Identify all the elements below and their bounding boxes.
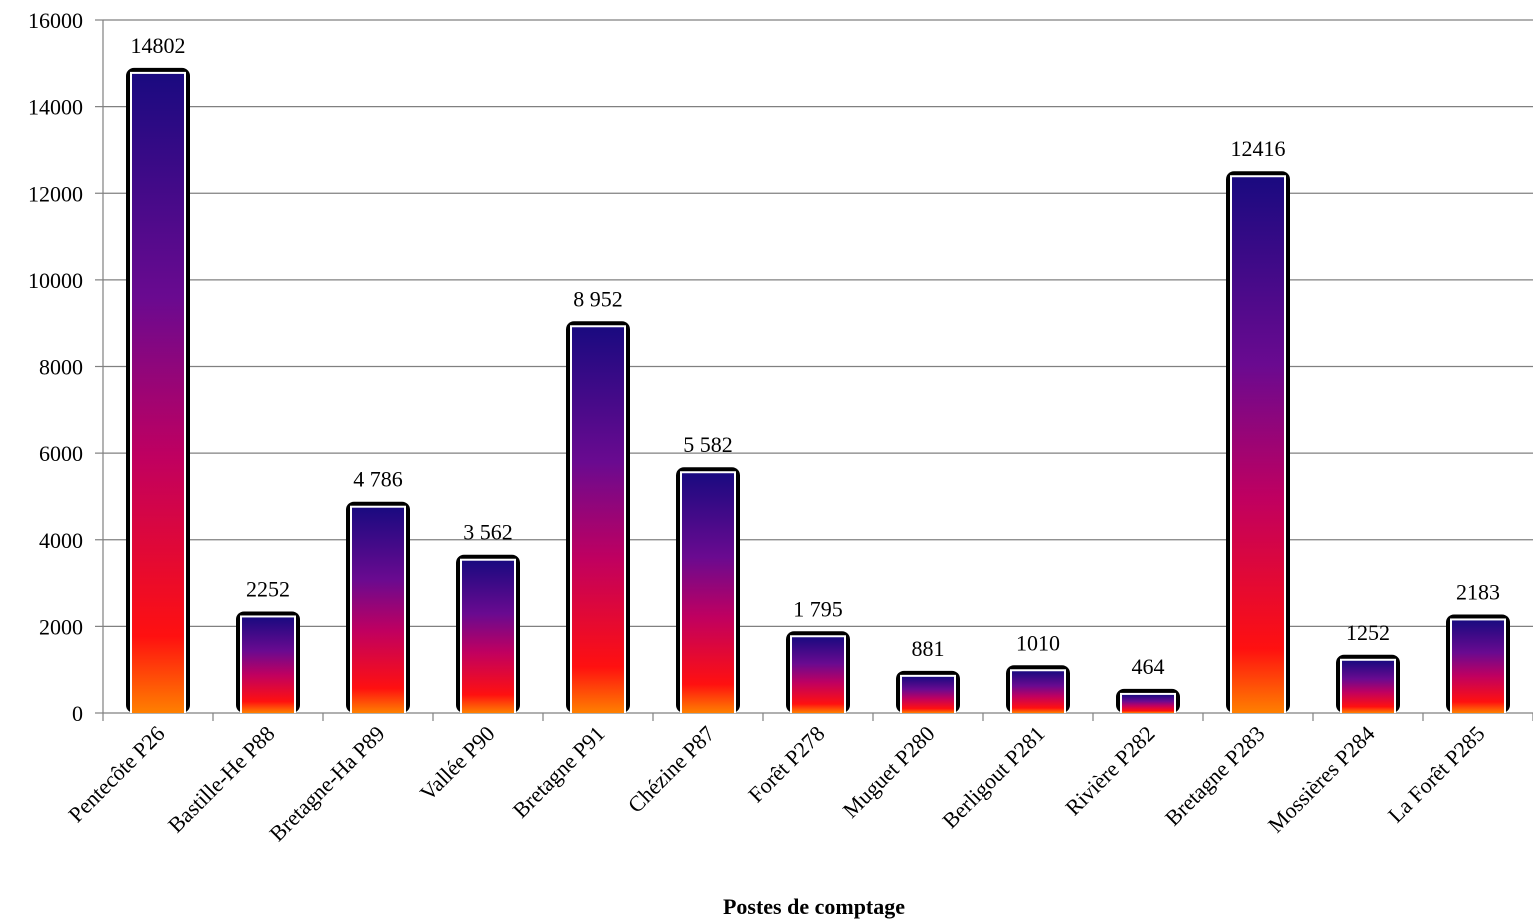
- bar: [242, 617, 294, 713]
- y-tick-label: 16000: [28, 8, 83, 33]
- data-label: 1252: [1346, 620, 1390, 645]
- data-label: 3 562: [463, 520, 513, 545]
- x-tick-label: Muguet P280: [838, 721, 940, 823]
- data-label: 12416: [1231, 136, 1286, 161]
- x-tick-label: Pentecôte P26: [63, 721, 169, 827]
- bar: [1342, 660, 1394, 713]
- data-label: 5 582: [683, 432, 733, 457]
- x-tick-label: Rivière P282: [1060, 721, 1159, 820]
- y-tick-label: 4000: [39, 528, 83, 553]
- bar: [682, 473, 734, 713]
- bar: [792, 637, 844, 713]
- data-label: 1 795: [793, 596, 843, 621]
- bar: [132, 73, 184, 714]
- x-tick-label: Bretagne P91: [508, 721, 610, 823]
- data-label: 4 786: [353, 467, 403, 492]
- bar: [1012, 671, 1064, 713]
- x-tick-label: Mossières P284: [1263, 721, 1380, 838]
- data-labels: 14802 2252 4 786 3 562 8 952 5 582 1 795 881 101…: [131, 33, 1501, 679]
- bar: [462, 560, 514, 713]
- y-tick-label: 2000: [39, 614, 83, 639]
- x-tick-label: Bretagne P283: [1160, 721, 1270, 831]
- bar: [1122, 694, 1174, 713]
- data-label: 1010: [1016, 630, 1060, 655]
- gridlines: [103, 19, 1533, 627]
- bar: [1452, 620, 1504, 713]
- x-axis-title: Postes de comptage: [723, 894, 905, 919]
- y-tick-label: 10000: [28, 268, 83, 293]
- y-tick-label: 12000: [28, 181, 83, 206]
- y-tick-label: 6000: [39, 441, 83, 466]
- x-tick-label: Forêt P278: [743, 721, 829, 807]
- data-label: 2252: [246, 576, 290, 601]
- bars: [126, 67, 1510, 714]
- x-tick-label: Bastille-He P88: [163, 721, 280, 838]
- data-label: 464: [1132, 654, 1165, 679]
- bar: [902, 676, 954, 713]
- x-tick-label: La Forêt P285: [1383, 721, 1490, 828]
- x-tick-label: Bretagne-Ha P89: [264, 721, 389, 846]
- x-tick-label: Berligout P281: [937, 721, 1049, 833]
- data-label: 881: [912, 636, 945, 661]
- y-tick-label: 0: [72, 701, 83, 726]
- x-tick-label: Vallée P90: [415, 721, 500, 806]
- y-tick-label: 8000: [39, 355, 83, 380]
- bar: [352, 507, 404, 713]
- data-label: 14802: [131, 33, 186, 58]
- x-tick-label: Chézine P87: [623, 721, 720, 818]
- data-label: 2183: [1456, 579, 1500, 604]
- y-tick-label: 14000: [28, 95, 83, 120]
- bar: [1232, 177, 1284, 713]
- y-tick-labels: 0 2000 4000 6000 8000 10000 12000 14000 16000: [28, 8, 83, 726]
- data-label: 8 952: [573, 286, 623, 311]
- bar: [572, 327, 624, 713]
